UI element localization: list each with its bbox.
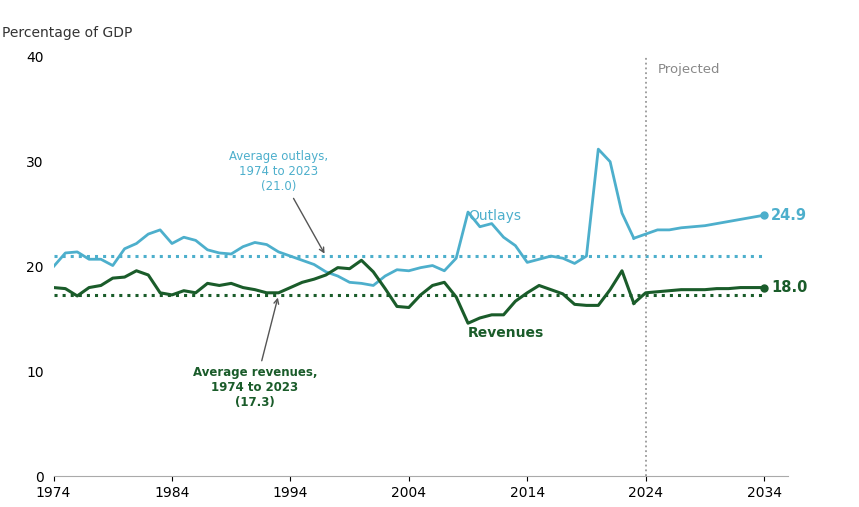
Text: Revenues: Revenues [468, 326, 545, 340]
Text: Outlays: Outlays [468, 208, 521, 223]
Text: Average revenues,
1974 to 2023
(17.3): Average revenues, 1974 to 2023 (17.3) [192, 299, 317, 409]
Text: Average outlays,
1974 to 2023
(21.0): Average outlays, 1974 to 2023 (21.0) [229, 150, 328, 252]
Text: 18.0: 18.0 [771, 280, 807, 295]
Text: 24.9: 24.9 [771, 208, 807, 223]
Text: Projected: Projected [657, 62, 720, 76]
Text: Percentage of GDP: Percentage of GDP [3, 26, 132, 40]
